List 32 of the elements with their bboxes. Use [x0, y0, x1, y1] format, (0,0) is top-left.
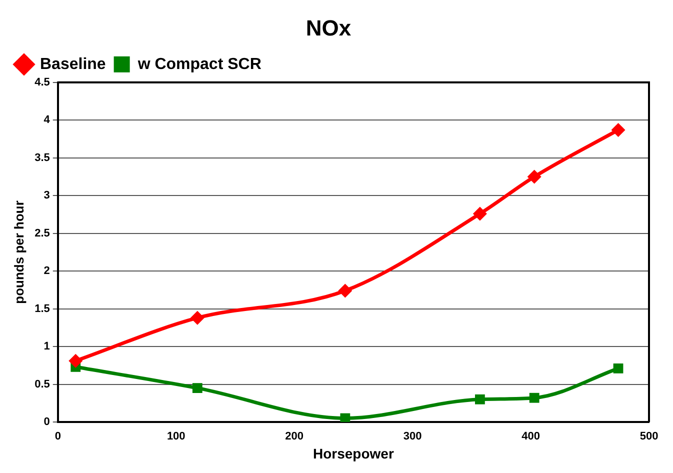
- point: [611, 122, 626, 137]
- point: [472, 206, 487, 221]
- y-tick-label: 4.5: [34, 76, 50, 88]
- point: [192, 383, 202, 393]
- legend-label: w Compact SCR: [136, 56, 262, 73]
- y-tick-label: 1.5: [34, 302, 50, 315]
- point: [338, 284, 352, 298]
- x-tick-label: 500: [640, 430, 658, 443]
- x-tick-label: 100: [166, 430, 186, 443]
- y-tick-label: 2: [44, 265, 50, 278]
- y-axis-title: pounds per hour: [11, 200, 26, 304]
- y-tick-label: 1: [44, 340, 50, 353]
- point: [474, 394, 485, 404]
- x-tick-label: 0: [54, 430, 61, 443]
- chart-title: NOx: [306, 15, 352, 40]
- y-tick-label: 0.5: [34, 378, 50, 390]
- point: [190, 310, 204, 325]
- y-tick-label: 2.5: [34, 227, 50, 240]
- legend-label: Baseline: [40, 56, 106, 73]
- y-tick-label: 4: [44, 114, 51, 126]
- point: [68, 354, 83, 368]
- y-tick-label: 3.5: [34, 152, 50, 164]
- y-tick-label: 0: [44, 416, 50, 428]
- x-tick-label: 400: [522, 430, 540, 443]
- point: [529, 392, 540, 403]
- y-tick-label: 3: [44, 190, 50, 202]
- point: [527, 170, 542, 184]
- x-tick-label: 200: [285, 430, 304, 443]
- x-axis-title: Horsepower: [312, 445, 394, 462]
- point: [340, 413, 350, 422]
- x-tick-label: 300: [403, 430, 422, 443]
- point: [613, 363, 624, 374]
